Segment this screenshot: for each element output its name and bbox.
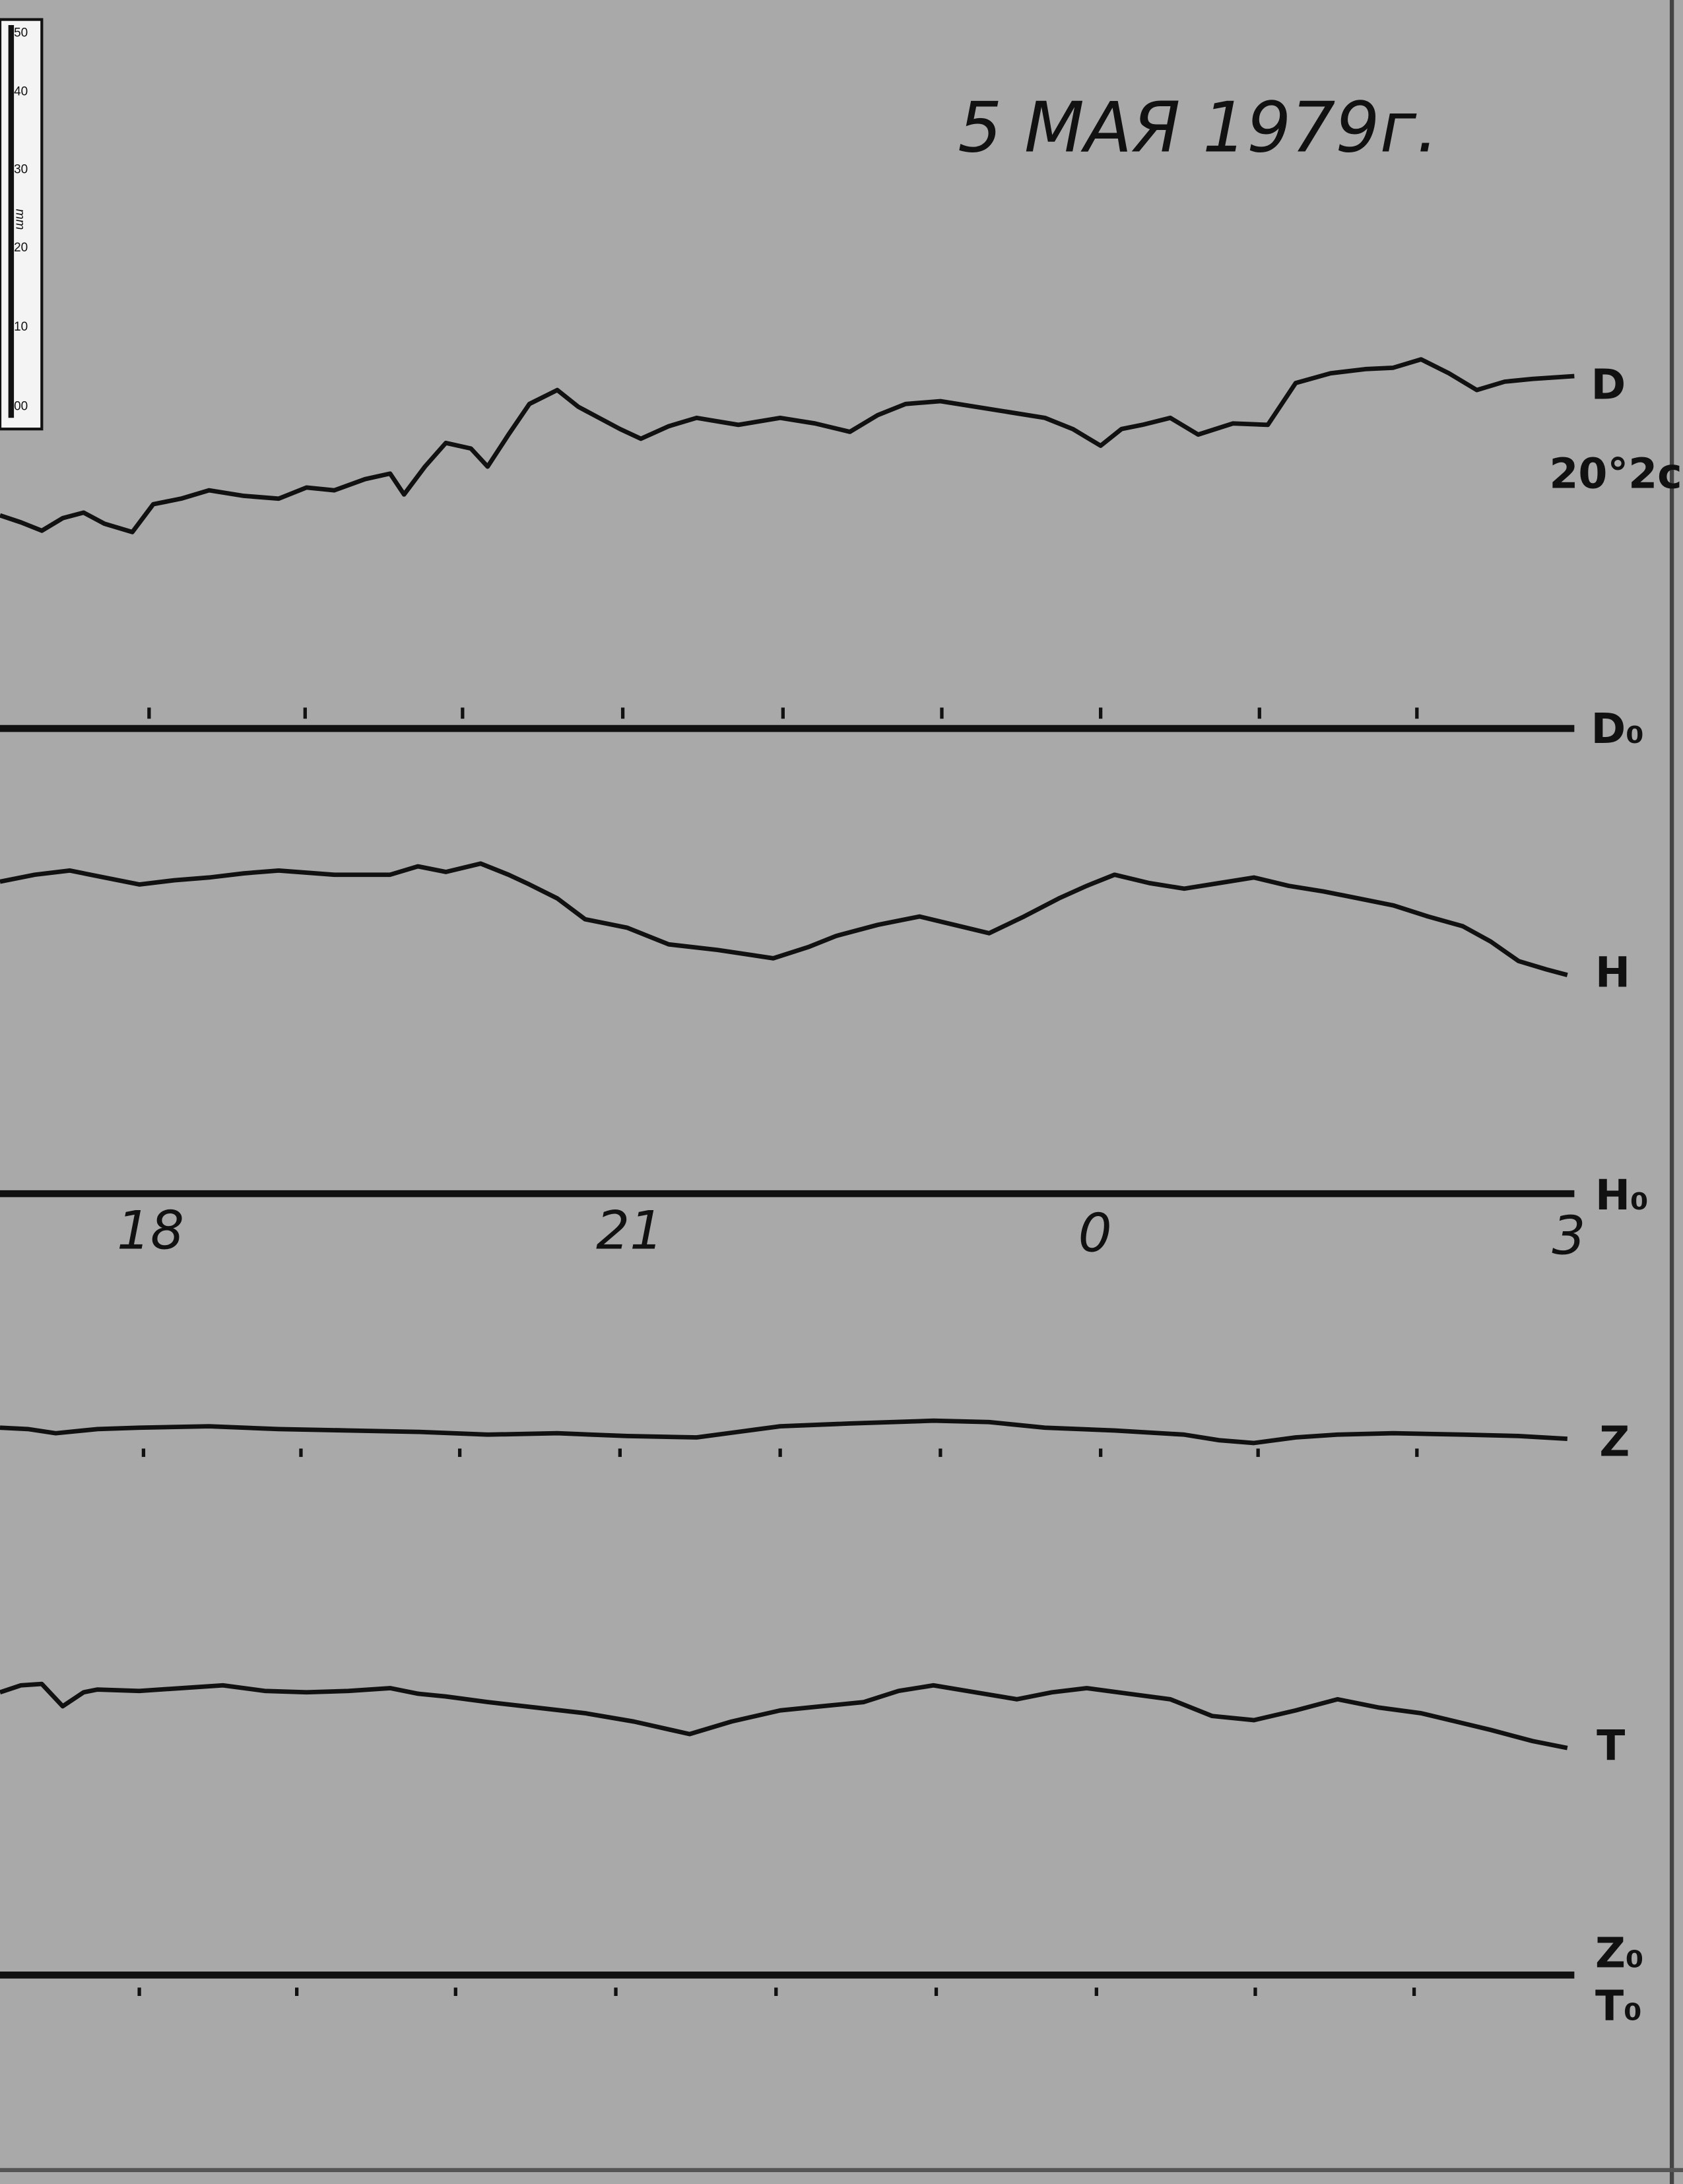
ruler-label: 30 xyxy=(14,163,28,177)
time-label: 21 xyxy=(596,1200,663,1261)
time-label: 18 xyxy=(117,1200,184,1261)
trace-label: Z xyxy=(1599,1417,1630,1466)
t-trace xyxy=(0,1681,1568,1750)
time-label: 0 xyxy=(1078,1203,1112,1264)
ruler-unit: mm xyxy=(13,209,27,230)
baseline-label: D₀ xyxy=(1591,704,1644,753)
time-label: 3 xyxy=(1552,1205,1585,1267)
ruler-label: 00 xyxy=(14,399,28,413)
ruler-body xyxy=(0,18,44,431)
d-trace xyxy=(0,357,1575,534)
z-ticks xyxy=(141,1448,1419,1458)
ruler-label: 40 xyxy=(14,84,28,98)
ruler: 50 40 30 20 10 00 mm xyxy=(0,18,44,431)
h-trace xyxy=(0,861,1568,977)
baseline-label: T₀ xyxy=(1595,1981,1642,2030)
ruler-label: 10 xyxy=(14,320,28,334)
trace-label: T xyxy=(1597,1721,1625,1770)
ruler-label: 20 xyxy=(14,241,28,255)
baseline-label: H₀ xyxy=(1595,1171,1649,1219)
baseline-label: Z₀ xyxy=(1595,1928,1644,1977)
trace-label: H xyxy=(1595,947,1630,996)
title: 5 МАЯ 1979г. xyxy=(958,86,1438,168)
z-trace xyxy=(0,1418,1568,1446)
zt0-ticks xyxy=(137,1987,1416,1996)
d0-ticks xyxy=(147,707,1419,719)
trace-note: 20°2c xyxy=(1549,449,1682,498)
ruler-label: 50 xyxy=(14,26,28,40)
trace-label: D xyxy=(1591,360,1626,408)
